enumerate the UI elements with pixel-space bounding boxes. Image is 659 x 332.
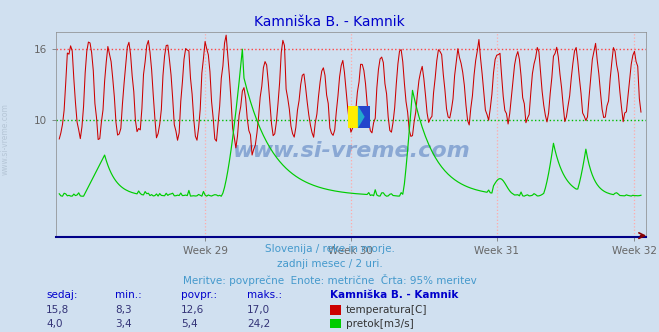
Text: 15,8: 15,8 [46,305,69,315]
Text: povpr.:: povpr.: [181,290,217,300]
Text: sedaj:: sedaj: [46,290,78,300]
Text: 24,2: 24,2 [247,319,270,329]
Text: www.si-vreme.com: www.si-vreme.com [1,104,10,175]
Text: maks.:: maks.: [247,290,282,300]
Text: Meritve: povprečne  Enote: metrične  Črta: 95% meritev: Meritve: povprečne Enote: metrične Črta:… [183,274,476,286]
Text: 4,0: 4,0 [46,319,63,329]
Text: 12,6: 12,6 [181,305,204,315]
Text: pretok[m3/s]: pretok[m3/s] [346,319,414,329]
Text: min.:: min.: [115,290,142,300]
Text: temperatura[C]: temperatura[C] [346,305,428,315]
Text: zadnji mesec / 2 uri.: zadnji mesec / 2 uri. [277,259,382,269]
Text: Kamniška B. - Kamnik: Kamniška B. - Kamnik [330,290,458,300]
Text: 17,0: 17,0 [247,305,270,315]
Polygon shape [348,106,370,128]
Text: 3,4: 3,4 [115,319,132,329]
Text: www.si-vreme.com: www.si-vreme.com [232,141,470,161]
Text: Kamniška B. - Kamnik: Kamniška B. - Kamnik [254,15,405,29]
Polygon shape [358,106,364,128]
Text: Slovenija / reke in morje.: Slovenija / reke in morje. [264,244,395,254]
Text: 8,3: 8,3 [115,305,132,315]
Polygon shape [358,106,370,128]
Text: 5,4: 5,4 [181,319,198,329]
